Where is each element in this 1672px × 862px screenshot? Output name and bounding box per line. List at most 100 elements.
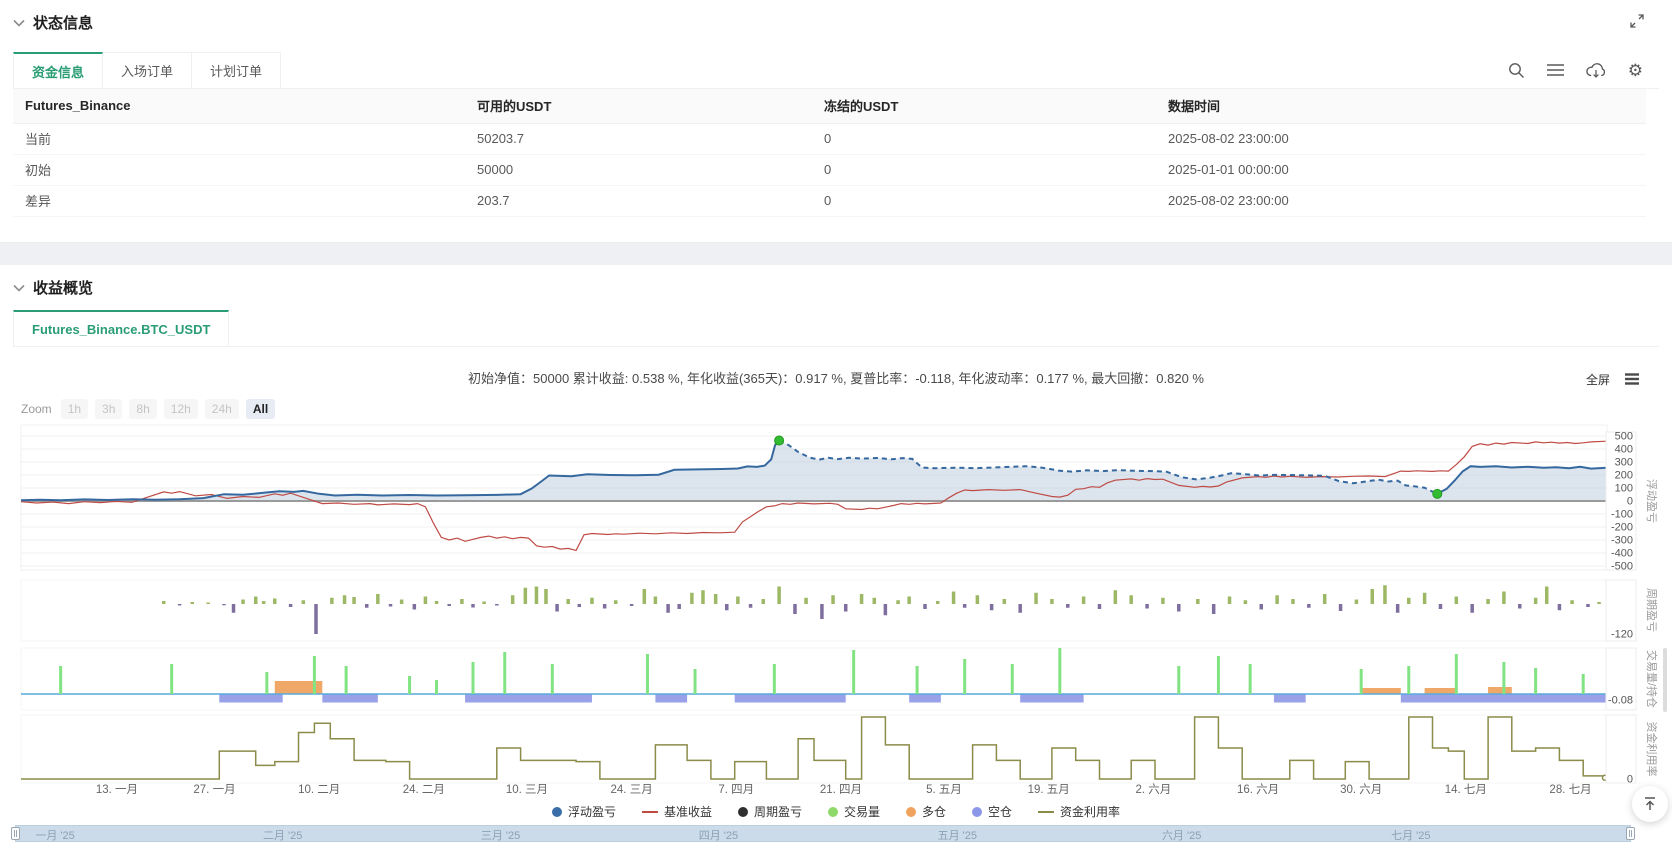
zoom-button-24h[interactable]: 24h xyxy=(204,399,239,419)
legend-label: 交易量 xyxy=(843,805,880,819)
svg-text:5. 五月: 5. 五月 xyxy=(926,784,962,796)
col-available-usdt: 可用的USDT xyxy=(465,89,812,124)
svg-text:100: 100 xyxy=(1615,483,1633,495)
svg-text:浮动盈亏: 浮动盈亏 xyxy=(1645,479,1658,523)
col-frozen-usdt: 冻结的USDT xyxy=(812,89,1156,124)
navigator-right-handle[interactable] xyxy=(1626,827,1635,840)
legend-marker xyxy=(972,806,983,817)
svg-text:10. 二月: 10. 二月 xyxy=(298,784,340,796)
row-initial-label: 初始 xyxy=(13,154,465,186)
svg-text:500: 500 xyxy=(1615,431,1633,443)
svg-text:16. 六月: 16. 六月 xyxy=(1237,783,1279,796)
chart-menu-icon[interactable] xyxy=(1624,373,1640,385)
collapse-chevron-icon[interactable] xyxy=(13,19,25,27)
performance-stats: 初始净值：50000 累计收益: 0.538 %, 年化收益(365天)：0.9… xyxy=(468,371,1204,386)
tab-plan-orders[interactable]: 计划订单 xyxy=(192,52,282,88)
svg-text:交易量/持仓: 交易量/持仓 xyxy=(1645,650,1659,708)
svg-text:2. 六月: 2. 六月 xyxy=(1136,783,1172,796)
svg-text:300: 300 xyxy=(1615,457,1633,469)
panel-separator xyxy=(0,243,1672,265)
tab-instrument[interactable]: Futures_Binance.BTC_USDT xyxy=(13,310,230,346)
status-panel-header: 状态信息 xyxy=(13,12,93,33)
svg-text:30. 六月: 30. 六月 xyxy=(1340,783,1382,796)
tab-entry-orders[interactable]: 入场订单 xyxy=(103,52,193,88)
svg-text:27. 一月: 27. 一月 xyxy=(193,784,235,796)
zoom-button-12h[interactable]: 12h xyxy=(163,399,198,419)
list-icon[interactable] xyxy=(1546,63,1564,77)
row-diff-label: 差异 xyxy=(13,185,465,217)
navigator-left-handle[interactable] xyxy=(11,827,20,840)
legend-item[interactable]: 交易量 xyxy=(827,803,880,820)
legend-item[interactable]: 周期盈亏 xyxy=(737,803,802,820)
profit-chart[interactable]: 500 400 300 200 100 0 -100 -200 -300 -400 -500 浮动盈亏… xyxy=(0,420,1672,800)
svg-text:19. 五月: 19. 五月 xyxy=(1028,784,1070,796)
legend-label: 多仓 xyxy=(922,805,947,819)
collapse-chevron-icon[interactable] xyxy=(13,284,25,292)
svg-text:-300: -300 xyxy=(1611,535,1633,547)
svg-text:13. 一月: 13. 一月 xyxy=(96,784,138,796)
profit-panel-header: 收益概览 xyxy=(13,277,93,298)
legend-item[interactable]: 基准收益 xyxy=(641,803,712,820)
zoom-button-all[interactable]: All xyxy=(245,399,276,419)
row-diff-time: 2025-08-02 23:00:00 xyxy=(1156,185,1646,217)
funds-table: Futures_Binance 可用的USDT 冻结的USDT 数据时间 当前 … xyxy=(13,89,1646,217)
fullscreen-button[interactable]: 全屏 xyxy=(1585,372,1610,387)
row-current-time: 2025-08-02 23:00:00 xyxy=(1156,123,1646,155)
table-toolbar: ⚙ xyxy=(1508,52,1659,88)
navigator-month-label: 三月 '25 xyxy=(480,830,521,842)
svg-text:21. 四月: 21. 四月 xyxy=(820,784,862,796)
svg-text:400: 400 xyxy=(1615,444,1633,456)
expand-icon[interactable] xyxy=(1630,14,1644,28)
row-initial-time: 2025-01-01 00:00:00 xyxy=(1156,154,1646,186)
svg-text:-0.08: -0.08 xyxy=(1608,695,1633,707)
zoom-button-1h[interactable]: 1h xyxy=(60,399,89,419)
profit-tabbar: Futures_Binance.BTC_USDT xyxy=(13,310,1659,347)
legend-item[interactable]: 资金利用率 xyxy=(1038,803,1120,820)
row-current-frozen: 0 xyxy=(812,123,1156,155)
svg-text:资金利用率: 资金利用率 xyxy=(1645,722,1659,777)
funds-table-header: Futures_Binance 可用的USDT 冻结的USDT 数据时间 xyxy=(13,89,1646,124)
legend-marker xyxy=(827,806,838,817)
legend-item[interactable]: 浮动盈亏 xyxy=(551,803,616,820)
navigator-month-label: 四月 '25 xyxy=(698,830,739,842)
legend-label: 资金利用率 xyxy=(1060,805,1121,819)
legend-item[interactable]: 多仓 xyxy=(906,803,946,820)
legend-label: 空仓 xyxy=(988,805,1013,819)
legend-label: 基准收益 xyxy=(663,805,712,819)
svg-text:-500: -500 xyxy=(1611,561,1633,573)
range-navigator[interactable]: 一月 '25 二月 '25 三月 '25 四月 '25 五月 '25 六月 '25 七月 '… xyxy=(11,825,1635,842)
table-row-diff: 差异 203.7 0 2025-08-02 23:00:00 xyxy=(13,185,1646,217)
svg-text:24. 三月: 24. 三月 xyxy=(611,784,653,796)
zoom-button-8h[interactable]: 8h xyxy=(129,399,157,419)
status-panel: 状态信息 资金信息 入场订单 计划订单 ⚙ Futures_Binance xyxy=(0,0,1672,243)
row-initial-available: 50000 xyxy=(465,154,812,186)
svg-text:14. 七月: 14. 七月 xyxy=(1445,783,1487,796)
tab-fund-info[interactable]: 资金信息 xyxy=(13,52,104,88)
scrollbar-thumb[interactable] xyxy=(1663,648,1667,712)
zoom-label: Zoom xyxy=(21,402,52,416)
col-account: Futures_Binance xyxy=(13,89,465,124)
svg-text:7. 四月: 7. 四月 xyxy=(718,784,754,796)
svg-text:10. 三月: 10. 三月 xyxy=(506,784,548,796)
back-to-top-button[interactable] xyxy=(1632,786,1668,822)
legend-marker xyxy=(906,806,916,817)
row-current-label[interactable]: 当前 xyxy=(13,123,465,155)
svg-text:-100: -100 xyxy=(1611,509,1633,521)
svg-text:-400: -400 xyxy=(1611,548,1633,560)
row-diff-available: 203.7 xyxy=(465,185,812,217)
navigator-month-label: 六月 '25 xyxy=(1161,830,1202,842)
svg-text:200: 200 xyxy=(1615,470,1633,482)
svg-text:0: 0 xyxy=(1627,774,1633,786)
navigator-month-label: 五月 '25 xyxy=(937,830,977,842)
chart-tools: 全屏 xyxy=(1586,367,1640,391)
row-diff-frozen: 0 xyxy=(812,185,1156,217)
legend-item[interactable]: 空仓 xyxy=(972,803,1012,820)
svg-text:-200: -200 xyxy=(1611,522,1633,534)
gear-icon[interactable]: ⚙ xyxy=(1627,60,1643,80)
navigator-month-label: 二月 '25 xyxy=(262,830,303,842)
zoom-button-3h[interactable]: 3h xyxy=(95,399,123,419)
legend-label: 浮动盈亏 xyxy=(567,805,616,819)
search-icon[interactable] xyxy=(1508,62,1525,79)
cloud-download-icon[interactable] xyxy=(1586,62,1606,79)
